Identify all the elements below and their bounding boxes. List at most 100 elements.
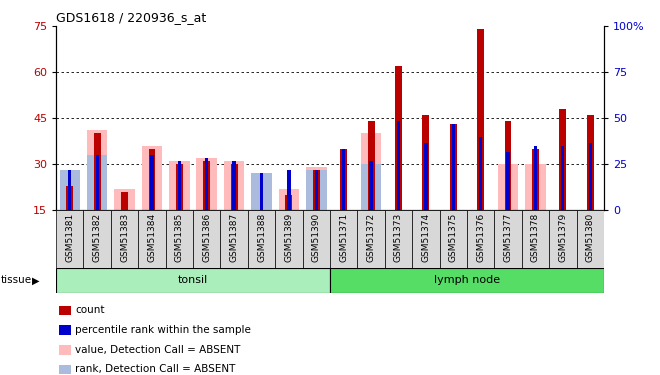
Text: GSM51386: GSM51386 [202, 213, 211, 262]
Bar [385, 210, 412, 268]
Bar [286, 195, 292, 256]
Bar [342, 149, 345, 256]
Bar [397, 121, 400, 256]
Text: ▶: ▶ [32, 275, 39, 285]
Bar [370, 161, 373, 256]
Bar [313, 170, 319, 256]
Bar [121, 192, 128, 256]
Bar [506, 152, 510, 256]
Bar [67, 186, 73, 256]
Bar [560, 109, 566, 256]
Bar [166, 210, 193, 268]
Bar [205, 158, 209, 256]
Bar [412, 210, 440, 268]
Text: GSM51373: GSM51373 [394, 213, 403, 262]
Bar [193, 210, 220, 268]
Bar [498, 164, 518, 256]
Bar [532, 149, 539, 256]
Text: GSM51377: GSM51377 [504, 213, 513, 262]
Bar [260, 173, 263, 256]
Bar [68, 170, 71, 256]
Text: tissue: tissue [1, 275, 32, 285]
Bar [251, 173, 272, 256]
Bar [150, 155, 154, 256]
Bar [302, 210, 330, 268]
Bar [287, 170, 290, 256]
Bar [315, 170, 318, 256]
Text: GSM51376: GSM51376 [476, 213, 485, 262]
Bar [197, 158, 217, 256]
Bar [440, 210, 467, 268]
Bar [368, 121, 374, 256]
Bar [248, 210, 275, 268]
Bar [561, 146, 564, 256]
Bar [169, 161, 189, 256]
Bar [251, 207, 272, 256]
Bar [232, 161, 236, 256]
Bar [534, 146, 537, 256]
Bar [83, 210, 111, 268]
Bar [142, 146, 162, 256]
Text: tonsil: tonsil [178, 275, 208, 285]
Bar [176, 164, 183, 256]
Text: count: count [75, 305, 105, 315]
Bar [306, 167, 327, 256]
Bar [87, 130, 108, 256]
Text: GSM51382: GSM51382 [92, 213, 102, 262]
Bar [361, 134, 381, 256]
Bar [279, 189, 299, 256]
Bar [59, 345, 71, 354]
Bar [59, 306, 71, 315]
Text: GSM51371: GSM51371 [339, 213, 348, 262]
Bar [467, 210, 494, 268]
Bar [549, 210, 577, 268]
Bar [422, 115, 429, 256]
Bar [333, 225, 354, 256]
Bar [341, 149, 347, 256]
Text: GSM51385: GSM51385 [175, 213, 184, 262]
Bar [587, 115, 593, 256]
Bar [525, 164, 546, 256]
Text: GSM51380: GSM51380 [585, 213, 595, 262]
Bar [56, 268, 330, 292]
Bar [451, 124, 455, 256]
Bar [178, 161, 181, 256]
Text: GSM51379: GSM51379 [558, 213, 568, 262]
Bar [258, 210, 265, 256]
Text: rank, Detection Call = ABSENT: rank, Detection Call = ABSENT [75, 364, 236, 375]
Bar [521, 210, 549, 268]
Bar [96, 155, 99, 256]
Bar [231, 164, 238, 256]
Bar [577, 210, 604, 268]
Bar [87, 155, 108, 256]
Text: GDS1618 / 220936_s_at: GDS1618 / 220936_s_at [56, 11, 207, 24]
Text: GSM51374: GSM51374 [421, 213, 430, 262]
Bar [330, 210, 358, 268]
Bar [450, 124, 457, 256]
Bar [203, 161, 210, 256]
Bar [220, 210, 248, 268]
Text: GSM51372: GSM51372 [366, 213, 376, 262]
Bar [275, 210, 302, 268]
Text: GSM51384: GSM51384 [147, 213, 156, 262]
Bar [59, 183, 80, 256]
Bar [505, 121, 512, 256]
Bar [395, 66, 402, 256]
Bar [306, 170, 327, 256]
Bar [494, 210, 521, 268]
Bar [59, 365, 71, 374]
Bar [148, 149, 155, 256]
Bar [59, 326, 71, 335]
Text: GSM51390: GSM51390 [312, 213, 321, 262]
Bar [111, 210, 138, 268]
Bar [59, 170, 80, 256]
Bar [479, 136, 482, 256]
Text: GSM51389: GSM51389 [284, 213, 294, 262]
Bar [589, 142, 592, 256]
Bar [94, 134, 100, 256]
Bar [361, 164, 381, 256]
Text: GSM51383: GSM51383 [120, 213, 129, 262]
Bar [224, 161, 244, 256]
Text: GSM51388: GSM51388 [257, 213, 266, 262]
Text: lymph node: lymph node [434, 275, 500, 285]
